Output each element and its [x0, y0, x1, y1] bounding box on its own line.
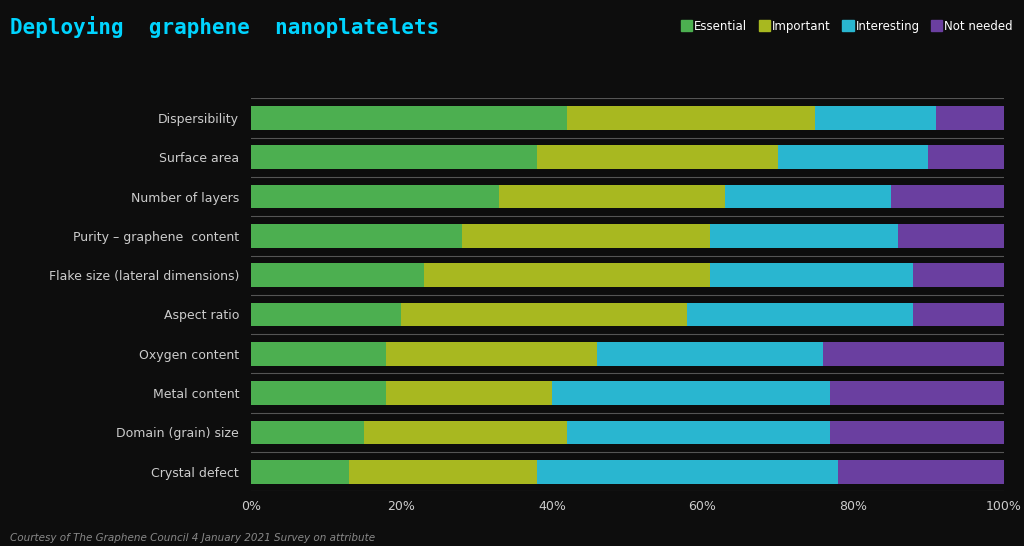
Bar	[251, 106, 567, 130]
Bar	[537, 460, 838, 484]
Bar	[830, 381, 1004, 405]
Bar	[349, 460, 537, 484]
Bar	[687, 302, 913, 327]
Bar	[251, 145, 537, 169]
Bar	[913, 263, 1004, 287]
Bar	[778, 145, 928, 169]
Bar	[567, 420, 830, 444]
Bar	[830, 420, 1004, 444]
Text: Courtesy of The Graphene Council 4 January 2021 Survey on attribute: Courtesy of The Graphene Council 4 Janua…	[10, 533, 376, 543]
Bar	[567, 106, 815, 130]
Bar	[928, 145, 1004, 169]
Bar	[725, 185, 891, 209]
Bar	[251, 420, 364, 444]
Bar	[815, 106, 936, 130]
Bar	[500, 185, 725, 209]
Bar	[401, 302, 687, 327]
Bar	[386, 381, 552, 405]
Bar	[936, 106, 1004, 130]
Bar	[823, 342, 1004, 366]
Bar	[710, 224, 898, 248]
Bar	[424, 263, 710, 287]
Bar	[838, 460, 1004, 484]
Bar	[913, 302, 1004, 327]
Bar	[462, 224, 710, 248]
Bar	[251, 224, 462, 248]
Bar	[898, 224, 1004, 248]
Bar	[537, 145, 778, 169]
Bar	[251, 381, 386, 405]
Bar	[251, 263, 424, 287]
Bar	[710, 263, 913, 287]
Legend: Essential, Important, Interesting, Not needed: Essential, Important, Interesting, Not n…	[681, 20, 1013, 33]
Bar	[251, 302, 401, 327]
Text: Deploying  graphene  nanoplatelets: Deploying graphene nanoplatelets	[10, 16, 439, 38]
Bar	[251, 460, 349, 484]
Bar	[251, 185, 500, 209]
Bar	[552, 381, 830, 405]
Bar	[597, 342, 823, 366]
Bar	[251, 342, 386, 366]
Bar	[364, 420, 567, 444]
Bar	[386, 342, 597, 366]
Bar	[891, 185, 1004, 209]
